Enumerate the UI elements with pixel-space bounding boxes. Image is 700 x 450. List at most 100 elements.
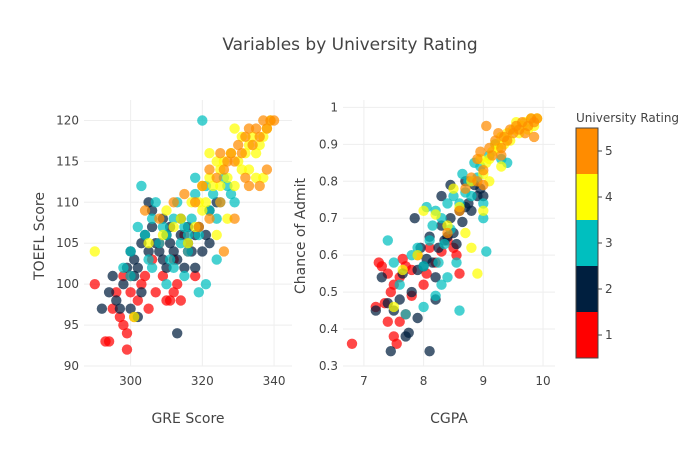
plot1-point [143, 303, 154, 314]
colorbar-segment [576, 128, 598, 174]
plot2-point [466, 242, 477, 253]
plot1-point [118, 270, 129, 282]
plot1-point [157, 270, 169, 282]
plot1-point [154, 238, 165, 249]
plot2-y-tick-label: 0.5 [319, 285, 338, 299]
plot1-ticks: 300 320 340 90 95 100 105 110 115 120 [56, 113, 285, 388]
plot2-point [394, 279, 405, 290]
plot1-x-tick-label: 340 [263, 374, 286, 388]
plot2-ticks: 7 8 9 10 0.3 0.4 0.5 0.6 0.7 0.8 0.9 1 [319, 100, 551, 388]
plot1-point [172, 279, 183, 290]
plot2-point [496, 161, 507, 172]
plot1-point [136, 279, 147, 290]
plot1-point [211, 156, 222, 167]
plot2-point [448, 183, 459, 194]
plot1-point [175, 229, 186, 241]
plot2-point [409, 213, 420, 224]
plot1-point [204, 148, 215, 159]
plot1-y-tick-label: 120 [56, 113, 79, 127]
plot1-point [132, 221, 143, 233]
plot1-point [190, 172, 201, 183]
plot2-point [496, 142, 507, 154]
plot2-point [439, 238, 450, 250]
plot-cgpa-admit: 7 8 9 10 0.3 0.4 0.5 0.6 0.7 0.8 0.9 1 CGPA Chance … [293, 100, 555, 427]
plot2-point [394, 294, 405, 305]
plot2-point [472, 268, 483, 279]
plot1-point [157, 229, 169, 241]
plot2-point [478, 198, 489, 209]
plot1-point [157, 254, 169, 265]
plot1-point [200, 197, 212, 208]
plot2-point [376, 272, 387, 283]
plot2-point [400, 309, 411, 320]
plot2-point [385, 346, 396, 357]
plot1-point [139, 270, 151, 282]
plot2-y-tick-label: 0.6 [319, 248, 338, 262]
plot1-point [179, 270, 190, 282]
plot1-point [172, 328, 183, 339]
plot1-point [229, 213, 240, 224]
plot1-point [190, 262, 201, 273]
plot1-point [211, 229, 222, 241]
plot1-point [197, 180, 208, 192]
plot1-point [107, 303, 118, 314]
colorbar: University Rating 1 2 3 4 5 [575, 111, 679, 359]
plot1-point [186, 213, 197, 224]
plot2-y-tick-label: 0.7 [319, 211, 338, 225]
plot1-y-tick-label: 100 [56, 277, 79, 291]
plot2-y-tick-label: 0.3 [319, 359, 338, 373]
plot1-point [168, 197, 179, 208]
plot1-point [111, 287, 122, 298]
plot2-point [418, 301, 429, 313]
plot1-point [229, 197, 240, 208]
plot2-point [436, 190, 447, 202]
plot2-point [487, 150, 498, 161]
plot2-point [442, 220, 453, 231]
plot1-point [89, 279, 101, 290]
plot1-point [179, 221, 190, 233]
plot1-point [121, 328, 133, 339]
plot1-point [118, 262, 129, 273]
plot1-y-tick-label: 105 [56, 236, 79, 250]
plot1-point [254, 180, 265, 192]
plot2-x-tick-label: 9 [480, 374, 488, 388]
plot1-point [211, 172, 222, 183]
plot1-point [143, 246, 154, 257]
plot1-point [161, 262, 172, 273]
plot2-point [346, 338, 358, 349]
plot1-point [261, 164, 273, 175]
plot1-point [132, 262, 143, 273]
plot1-point [225, 148, 237, 159]
plot2-point [382, 235, 393, 246]
plot2-point [502, 135, 513, 146]
plot2-point [403, 327, 414, 338]
plot1-point [218, 164, 230, 175]
plot1-point [236, 164, 247, 175]
plot2-point [430, 272, 441, 283]
plot1-point [121, 344, 133, 355]
plot2-point [478, 205, 489, 216]
plot1-point [268, 115, 280, 126]
plot1-point [168, 246, 179, 257]
plot1-point [243, 180, 255, 192]
plot2-point [457, 168, 468, 180]
plot2-point [454, 268, 465, 279]
colorbar-segment [576, 220, 598, 266]
plot2-point [430, 209, 441, 220]
plot2-point [451, 257, 462, 268]
colorbar-tick-label: 1 [605, 328, 613, 342]
plot1-point [236, 148, 247, 159]
plot1-point [250, 172, 262, 183]
plot2-y-tick-label: 1 [330, 100, 338, 114]
plot2-point [388, 331, 399, 342]
plot1-point [168, 287, 179, 298]
plot1-y-tick-label: 95 [64, 318, 79, 332]
plot1-point [164, 295, 176, 306]
plot1-point [200, 279, 212, 290]
plot1-x-tick-label: 300 [119, 374, 142, 388]
plot1-point [182, 238, 194, 249]
plot2-point [466, 190, 477, 202]
plot1-point [222, 213, 233, 224]
plot1-point [89, 246, 101, 257]
plot2-point [424, 235, 435, 246]
